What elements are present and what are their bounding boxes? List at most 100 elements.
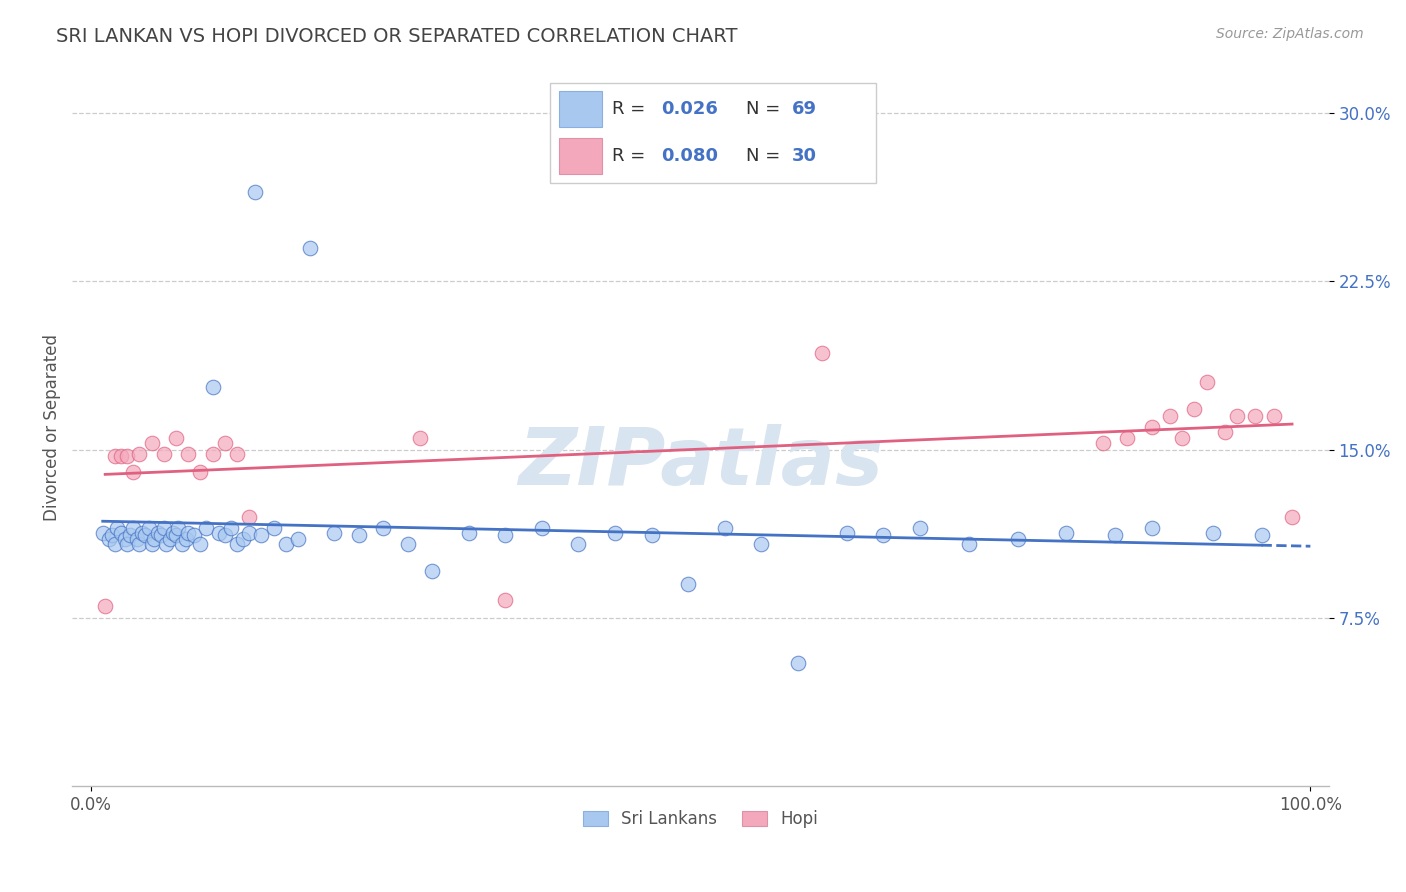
Point xyxy=(787,656,810,670)
Point xyxy=(115,537,138,551)
Point xyxy=(640,527,662,541)
Point xyxy=(188,465,211,479)
Point xyxy=(174,533,197,547)
Point xyxy=(238,509,260,524)
Point xyxy=(373,521,395,535)
Point xyxy=(1226,409,1249,423)
Point xyxy=(494,527,516,541)
Point xyxy=(245,185,267,199)
Point xyxy=(238,525,260,540)
Point xyxy=(214,435,236,450)
Point xyxy=(114,533,136,547)
Point xyxy=(141,537,163,551)
Point xyxy=(457,525,479,540)
Legend: Sri Lankans, Hopi: Sri Lankans, Hopi xyxy=(576,804,825,835)
Point xyxy=(165,527,187,541)
Point xyxy=(1202,525,1225,540)
Point xyxy=(159,533,181,547)
Point xyxy=(162,525,184,540)
Point xyxy=(155,537,177,551)
Point xyxy=(714,521,737,535)
Point xyxy=(811,346,834,360)
Point xyxy=(118,527,141,541)
Point xyxy=(347,527,370,541)
Point xyxy=(138,521,160,535)
Point xyxy=(603,525,626,540)
Point xyxy=(1171,431,1194,445)
Point xyxy=(1244,409,1267,423)
Point xyxy=(131,525,153,540)
Point xyxy=(678,577,700,591)
Point xyxy=(188,537,211,551)
Point xyxy=(105,521,128,535)
Point xyxy=(122,521,145,535)
Point xyxy=(201,447,224,461)
Point xyxy=(101,527,124,541)
Point xyxy=(530,521,553,535)
Point xyxy=(1159,409,1181,423)
Point xyxy=(1054,525,1077,540)
Point xyxy=(274,537,297,551)
Point xyxy=(225,447,247,461)
Point xyxy=(91,525,114,540)
Point xyxy=(1263,409,1285,423)
Point xyxy=(1184,402,1206,417)
Point xyxy=(94,599,117,614)
Point xyxy=(751,537,773,551)
Point xyxy=(323,525,346,540)
Point xyxy=(396,537,419,551)
Point xyxy=(122,465,145,479)
Point xyxy=(183,527,205,541)
Point xyxy=(1213,425,1236,439)
Point xyxy=(167,521,190,535)
Point xyxy=(110,525,132,540)
Point xyxy=(263,521,285,535)
Point xyxy=(201,380,224,394)
Point xyxy=(1104,527,1126,541)
Point xyxy=(1140,521,1163,535)
Point xyxy=(134,527,156,541)
Point xyxy=(1195,376,1218,390)
Point xyxy=(143,533,166,547)
Point xyxy=(128,447,150,461)
Point xyxy=(177,447,200,461)
Point xyxy=(299,241,322,255)
Point xyxy=(225,537,247,551)
Point xyxy=(110,450,132,464)
Point xyxy=(125,533,148,547)
Point xyxy=(195,521,218,535)
Point xyxy=(1007,533,1029,547)
Point xyxy=(409,431,432,445)
Point xyxy=(567,537,589,551)
Point xyxy=(165,431,187,445)
Point xyxy=(141,435,163,450)
Point xyxy=(207,525,229,540)
Point xyxy=(104,537,127,551)
Point xyxy=(146,525,169,540)
Point xyxy=(1250,527,1272,541)
Point xyxy=(420,564,443,578)
Point xyxy=(957,537,980,551)
Point xyxy=(1281,509,1303,524)
Point xyxy=(250,527,273,541)
Point xyxy=(177,525,200,540)
Point xyxy=(232,533,254,547)
Point xyxy=(214,527,236,541)
Point xyxy=(287,533,309,547)
Text: SRI LANKAN VS HOPI DIVORCED OR SEPARATED CORRELATION CHART: SRI LANKAN VS HOPI DIVORCED OR SEPARATED… xyxy=(56,27,738,45)
Point xyxy=(152,521,174,535)
Point xyxy=(1140,420,1163,434)
Point xyxy=(1091,435,1114,450)
Point xyxy=(128,537,150,551)
Point xyxy=(219,521,242,535)
Text: Source: ZipAtlas.com: Source: ZipAtlas.com xyxy=(1216,27,1364,41)
Point xyxy=(872,527,894,541)
Point xyxy=(150,527,173,541)
Point xyxy=(97,533,120,547)
Point xyxy=(908,521,931,535)
Point xyxy=(104,450,127,464)
Y-axis label: Divorced or Separated: Divorced or Separated xyxy=(44,334,60,521)
Point xyxy=(494,592,516,607)
Point xyxy=(835,525,858,540)
Text: ZIPatlas: ZIPatlas xyxy=(517,424,883,502)
